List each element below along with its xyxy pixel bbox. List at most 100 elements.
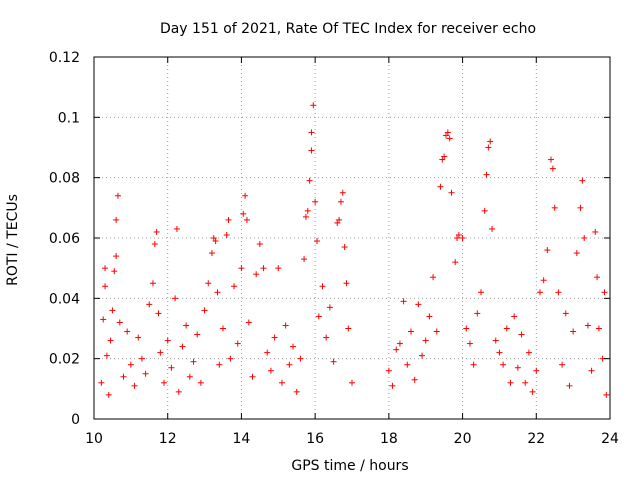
data-point [153,228,160,235]
data-point [190,358,197,365]
data-point [214,289,221,296]
data-point [111,268,118,275]
data-point [536,289,543,296]
data-point [225,216,232,223]
data-point [161,379,168,386]
data-point [562,310,569,317]
data-point [301,256,308,263]
data-point [441,153,448,160]
y-tick-label: 0.04 [49,291,80,307]
data-point [433,328,440,335]
data-point [197,379,204,386]
data-point [455,231,462,238]
data-point [238,265,245,272]
data-point [116,319,123,326]
data-point [240,210,247,217]
data-point [290,343,297,350]
data-point [430,274,437,281]
data-point [544,247,551,254]
x-tick-label: 14 [233,431,251,447]
data-point [336,216,343,223]
data-point [205,280,212,287]
data-point [253,271,260,278]
data-point [302,213,309,220]
x-tick-label: 18 [380,431,398,447]
data-point [282,322,289,329]
data-point [483,171,490,178]
data-point [551,204,558,211]
data-point [131,382,138,389]
data-point [529,388,536,395]
data-point [113,216,120,223]
data-point [601,289,608,296]
data-point [102,265,109,272]
data-point [155,310,162,317]
data-point [260,265,267,272]
data-point [518,331,525,338]
data-point [339,189,346,196]
data-point [234,340,241,347]
data-point [345,325,352,332]
data-point [323,334,330,341]
data-point [278,379,285,386]
data-point [231,283,238,290]
data-point [577,204,584,211]
data-point [341,244,348,251]
data-point [201,307,208,314]
data-point [271,334,278,341]
data-point [385,367,392,374]
data-point [592,228,599,235]
data-point [98,379,105,386]
data-point [109,307,116,314]
chart-title: Day 151 of 2021, Rate Of TEC Index for r… [160,21,536,37]
data-point [407,328,414,335]
data-point [337,198,344,205]
data-point [138,355,145,362]
data-point [474,310,481,317]
data-point [120,373,127,380]
data-point [594,274,601,281]
data-point [466,340,473,347]
data-point [393,346,400,353]
data-point [151,241,158,248]
data-point [179,343,186,350]
axis-ticks: 10 12 14 16 18 20 22 24 0 0.02 0.04 0.06 0.08 0.1 0.12 [49,50,619,447]
data-point [102,283,109,290]
data-point [306,177,313,184]
data-point [242,192,249,199]
data-point [419,352,426,359]
data-point [404,361,411,368]
data-point [330,358,337,365]
data-point [103,352,110,359]
data-point [186,373,193,380]
data-point [135,334,142,341]
data-point [581,235,588,241]
data-point [264,349,271,356]
data-point [113,253,120,260]
y-tick-label: 0.12 [49,50,80,66]
data-point [522,379,529,386]
data-point [389,382,396,389]
data-point [210,235,217,241]
data-point [208,250,215,257]
data-point [212,238,219,245]
data-point [442,132,449,139]
data-point [485,144,492,151]
data-point [243,216,250,223]
data-point [343,280,350,287]
data-point [533,367,540,374]
data-point [183,322,190,329]
data-point [315,313,322,320]
data-point [603,391,610,398]
y-tick-label: 0.08 [49,171,80,187]
data-point [164,337,171,344]
data-point [249,373,256,380]
data-point [308,129,315,136]
data-point [297,355,304,362]
data-point [267,367,274,374]
x-tick-label: 10 [85,431,103,447]
data-point [105,391,112,398]
x-tick-label: 20 [454,431,472,447]
data-point [308,147,315,154]
